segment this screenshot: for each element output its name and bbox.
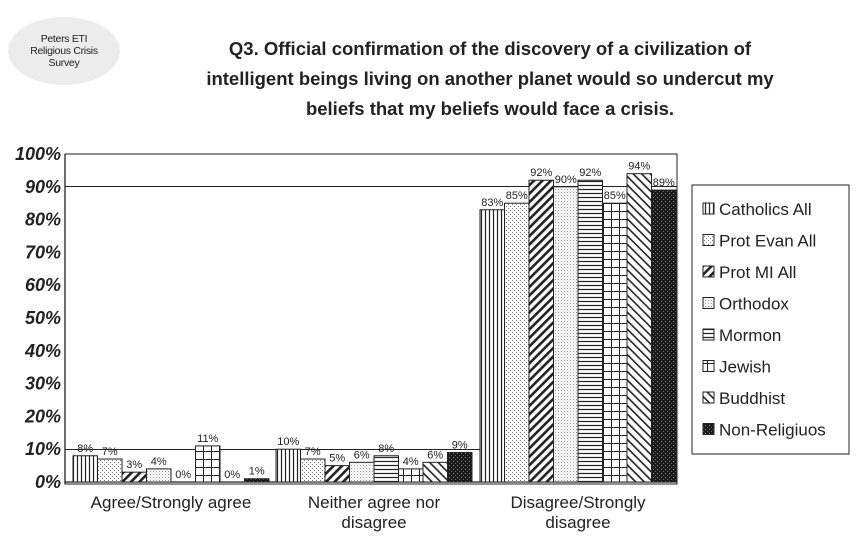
legend-swatch xyxy=(702,360,715,372)
bar xyxy=(373,455,399,483)
y-tick-label: 20% xyxy=(24,406,61,426)
bar xyxy=(626,173,652,483)
legend-swatch xyxy=(702,423,715,435)
data-label: 6% xyxy=(354,449,370,461)
data-label: 92% xyxy=(579,167,601,179)
legend: Catholics All Prot Evan All Prot MI All Ort… xyxy=(702,200,826,440)
bar xyxy=(528,179,554,483)
data-label: 11% xyxy=(197,433,218,445)
legend-label: Non-Religiuos xyxy=(719,421,826,440)
y-tick-label: 50% xyxy=(25,308,61,328)
data-label: 0% xyxy=(175,469,191,481)
bar xyxy=(479,209,505,483)
y-tick-label: 40% xyxy=(24,341,61,361)
badge-line: Religious Crisis xyxy=(30,45,98,57)
y-tick-label: 0% xyxy=(35,472,61,492)
data-label: 85% xyxy=(506,190,528,202)
x-category-label: Neither agree nor xyxy=(308,493,441,512)
x-category-label: disagree xyxy=(341,513,406,532)
legend-label: Prot MI All xyxy=(719,263,796,282)
legend-box xyxy=(691,184,850,455)
y-tick-label: 100% xyxy=(15,144,61,164)
bar xyxy=(504,202,530,483)
y-tick-label: 90% xyxy=(25,177,61,197)
data-labels: 8% 10% 83% 7% 7% 85% 3% 5% 92% 4% 6% 90% 0% 8% 92% 11% 4… xyxy=(77,161,675,481)
title-line: intelligent beings living on another pla… xyxy=(206,68,774,89)
survey-badge: Peters ETI Religious Crisis Survey xyxy=(8,17,120,85)
bar xyxy=(577,179,603,483)
y-tick-label: 70% xyxy=(25,242,61,262)
badge-line: Peters ETI xyxy=(40,33,88,45)
data-label: 8% xyxy=(77,443,93,455)
bar xyxy=(121,471,147,483)
y-tick-label: 60% xyxy=(25,275,61,295)
legend-swatch xyxy=(702,391,715,404)
bar xyxy=(447,451,473,483)
legend-swatch xyxy=(702,234,715,246)
y-tick-label: 30% xyxy=(25,374,61,394)
y-axis-ticks: 0% 10% 20% 30% 40% 50% 60% 70% 80% 90% 100% xyxy=(15,144,61,492)
legend-swatch xyxy=(702,328,715,341)
bar xyxy=(146,468,172,483)
bar xyxy=(422,461,448,483)
y-tick-label: 10% xyxy=(25,439,61,459)
legend-label: Buddhist xyxy=(719,389,785,408)
bar xyxy=(602,202,628,483)
data-label: 83% xyxy=(481,197,503,209)
data-label: 94% xyxy=(628,161,650,173)
data-label: 3% xyxy=(126,459,142,471)
bar xyxy=(553,186,579,483)
legend-label: Mormon xyxy=(719,326,781,345)
chart-title: Q3. Official confirmation of the discove… xyxy=(130,34,850,124)
x-category-label: Disagree/Strongly xyxy=(510,493,646,512)
data-label: 7% xyxy=(102,446,118,458)
data-label: 7% xyxy=(305,446,321,458)
x-category-label: Agree/Strongly agree xyxy=(91,493,252,512)
data-label: 4% xyxy=(151,456,167,468)
x-category-label: disagree xyxy=(545,513,610,532)
bar xyxy=(300,458,326,483)
legend-swatch xyxy=(702,297,715,309)
y-tick-label: 80% xyxy=(25,210,61,230)
legend-swatch xyxy=(702,202,715,215)
legend-label: Orthodox xyxy=(719,295,789,314)
bar xyxy=(324,465,350,483)
bar xyxy=(195,445,221,483)
title-line: beliefs that my beliefs would face a cri… xyxy=(305,98,675,119)
bar-series xyxy=(72,173,677,483)
legend-swatch xyxy=(702,265,715,278)
bar xyxy=(349,461,375,483)
legend-label: Jewish xyxy=(719,358,771,377)
data-label: 4% xyxy=(403,456,419,468)
data-label: 85% xyxy=(604,190,626,202)
bar xyxy=(651,189,677,483)
data-label: 10% xyxy=(277,436,299,448)
bar xyxy=(275,448,301,483)
badge-line: Survey xyxy=(48,57,80,69)
data-label: 92% xyxy=(530,167,552,179)
data-label: 0% xyxy=(224,469,240,481)
data-label: 1% xyxy=(249,466,265,478)
bar xyxy=(97,458,123,483)
data-label: 89% xyxy=(653,177,675,189)
bar xyxy=(398,468,424,483)
bar xyxy=(72,455,98,483)
data-label: 8% xyxy=(378,443,394,455)
bar xyxy=(244,478,270,483)
data-label: 9% xyxy=(452,439,468,451)
title-line: Q3. Official confirmation of the discove… xyxy=(228,38,752,59)
legend-label: Catholics All xyxy=(719,200,812,219)
data-label: 6% xyxy=(427,449,443,461)
x-axis-categories: Agree/Strongly agree Neither agree nordis… xyxy=(91,493,646,532)
legend-label: Prot Evan All xyxy=(719,232,816,251)
data-label: 90% xyxy=(555,174,577,186)
data-label: 5% xyxy=(329,453,345,465)
